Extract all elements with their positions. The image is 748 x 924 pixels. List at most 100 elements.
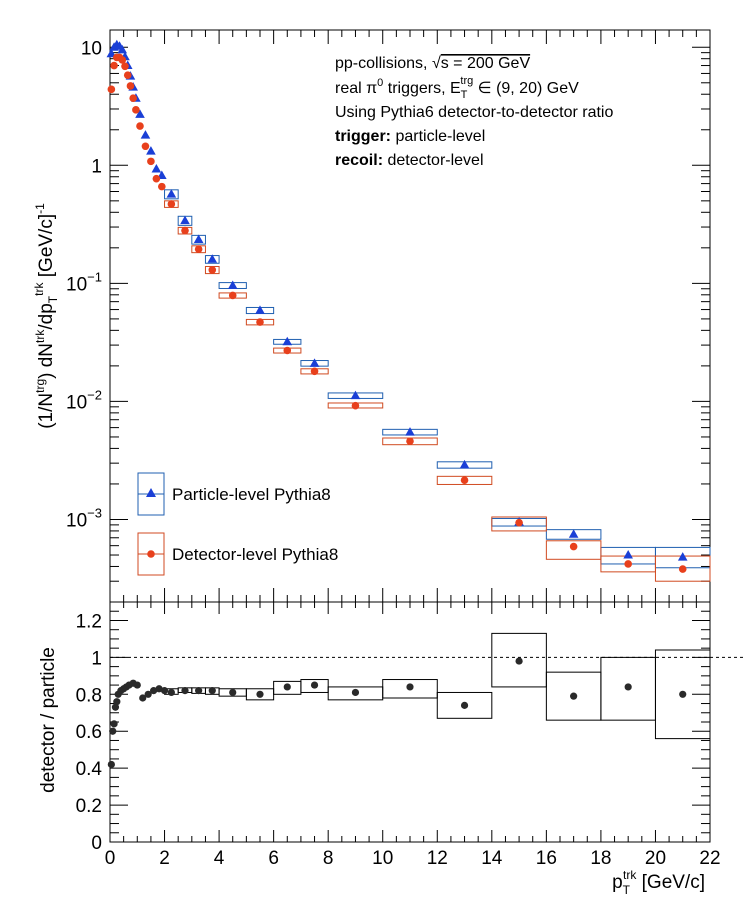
- top-y-tick-mantissa: 10: [66, 392, 87, 413]
- legend-particle-marker: [146, 488, 156, 497]
- ylabel-mid2: /dp: [36, 303, 57, 329]
- x-tick-label: 20: [645, 848, 666, 869]
- detector-level-point: [194, 245, 203, 253]
- annotation-line-4-bold: trigger:: [335, 128, 391, 145]
- particle-level-point: [282, 336, 293, 346]
- particle-level-point: [140, 130, 151, 139]
- ratio-point: [515, 657, 523, 665]
- top-y-axis-label: (1/Ntrg) dNtrk/dpTtrk [GeV/c]-1: [32, 203, 60, 429]
- detector-level-point: [228, 291, 237, 300]
- legend-particle-label: Particle-level Pythia8: [172, 485, 331, 504]
- xlabel-sub: T: [623, 883, 631, 897]
- ylabel-mid1: ) dN: [36, 343, 57, 379]
- x-tick-label: 8: [323, 848, 334, 869]
- bottom-x-tick-labels: 0 2 4 6 8 10 12 14 16 18 20 22: [105, 848, 721, 869]
- detector-level-point: [147, 157, 155, 166]
- annotation-line-4: trigger: particle-level: [335, 128, 485, 145]
- annotation-block: pp-collisions, √s = 200 GeV real π0 trig…: [335, 55, 613, 169]
- ratio-point: [570, 692, 578, 700]
- detector-level-point: [167, 200, 176, 208]
- particle-level-point: [623, 550, 633, 559]
- annotation-line-2-b: triggers, E: [383, 80, 460, 97]
- annotation-line-4-rest: particle-level: [391, 128, 485, 145]
- annotation-line-1-a: pp-collisions,: [335, 55, 432, 72]
- top-y-tick-label: 10: [81, 38, 102, 59]
- detector-level-point: [141, 142, 150, 151]
- ratio-point: [181, 687, 189, 695]
- ratio-point: [107, 760, 115, 769]
- ratio-point: [133, 681, 141, 689]
- ylabel-sup2: trk: [33, 329, 47, 343]
- detector-level-point: [132, 106, 140, 114]
- ratio-point: [111, 703, 120, 711]
- detector-level-point: [351, 401, 360, 410]
- annotation-sqrt-symbol: √: [432, 55, 441, 72]
- annotation-line-2-sup: trg: [460, 75, 473, 87]
- ratio-systematic-box: [382, 679, 438, 699]
- particle-level-point: [151, 164, 162, 173]
- top-y-tick-mantissa: 10: [66, 274, 87, 295]
- particle-level-point: [459, 459, 470, 469]
- detector-level-point: [136, 122, 144, 130]
- bottom-y-tick-label: 0.8: [76, 685, 102, 706]
- annotation-line-2-sub: T: [461, 89, 468, 101]
- detector-level-point: [181, 226, 189, 235]
- ratio-point: [167, 688, 175, 697]
- ratio-point: [113, 698, 121, 706]
- bottom-y-tick-label: 0.4: [76, 759, 103, 780]
- ratio-point: [229, 688, 237, 697]
- ratio-point: [256, 690, 264, 698]
- top-y-tick-label: 1: [91, 156, 102, 177]
- x-tick-label: 2: [159, 848, 170, 869]
- particle-level-point: [227, 280, 238, 289]
- x-tick-label: 16: [536, 848, 557, 869]
- detector-systematic-box: [436, 475, 493, 485]
- annotation-line-3: Using Pythia6 detector-to-detector ratio: [335, 104, 613, 121]
- ratio-point: [109, 727, 117, 735]
- ylabel-lead: (1/N: [36, 393, 57, 429]
- x-tick-label: 4: [214, 848, 225, 869]
- legend-entry-detector: Detector-level Pythia8: [137, 532, 338, 576]
- annotation-line-1: pp-collisions, √s = 200 GeV: [335, 55, 530, 72]
- annotation-line-5-rest: detector-level: [383, 152, 484, 169]
- particle-level-point: [117, 44, 128, 54]
- x-tick-label: 12: [427, 848, 448, 869]
- ratio-point: [283, 683, 291, 691]
- ratio-point: [144, 690, 152, 698]
- particle-level-point: [180, 215, 190, 225]
- bottom-y-tick-label: 1: [91, 648, 102, 669]
- bottom-y-axis-label: detector / particle: [38, 647, 59, 793]
- detector-level-point: [515, 518, 523, 527]
- ratio-point: [624, 683, 632, 691]
- detector-level-point: [208, 266, 217, 274]
- annotation-line-1-b: s = 200 GeV: [441, 55, 531, 72]
- top-y-tick-exponent: −1: [87, 269, 102, 284]
- ratio-systematic-box: [491, 632, 547, 688]
- particle-level-point: [568, 529, 579, 538]
- x-axis-label: pTtrk [GeV/c]: [612, 868, 705, 897]
- x-tick-label: 6: [268, 848, 279, 869]
- detector-systematic-box: [491, 516, 547, 532]
- x-tick-label: 10: [372, 848, 393, 869]
- top-y-tick-label: 10−1: [66, 269, 102, 295]
- bottom-y-tick-label: 0.2: [76, 796, 102, 817]
- top-y-tick-mantissa: 1: [91, 156, 102, 177]
- detector-level-point: [158, 182, 166, 191]
- detector-level-point: [569, 542, 578, 551]
- annotation-line-2: real π0 triggers, ETtrg ∈ (9, 20) GeV: [335, 75, 579, 101]
- ratio-point: [310, 681, 319, 689]
- detector-level-point: [256, 318, 264, 326]
- ylabel-sup1: trg: [33, 379, 47, 393]
- detector-level-point: [121, 62, 129, 71]
- ratio-systematic-box: [300, 679, 329, 693]
- ratio-systematic-box: [654, 649, 711, 740]
- top-y-tick-exponent: −3: [87, 505, 102, 520]
- ratio-point: [110, 720, 118, 728]
- ratio-point: [160, 687, 169, 695]
- detector-level-point: [110, 61, 118, 70]
- ylabel-tail: [GeV/c]: [36, 214, 57, 283]
- bottom-y-tick-label: 0: [91, 833, 102, 854]
- bottom-y-tick-label: 1.2: [76, 611, 102, 632]
- legend-entry-particle: Particle-level Pythia8: [137, 472, 331, 516]
- top-axis-ticks: [109, 30, 711, 603]
